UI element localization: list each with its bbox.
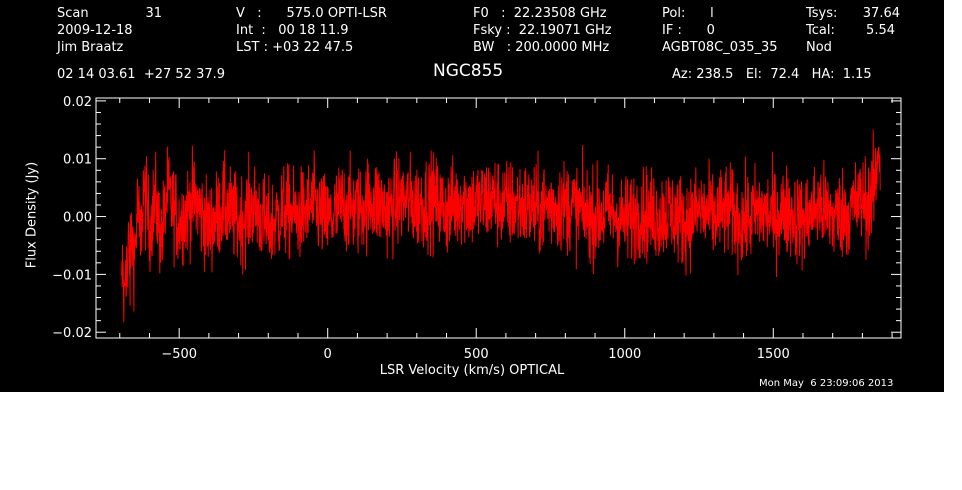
source-coordinates: 02 14 03.61 +27 52 37.9 — [57, 67, 226, 82]
scan-label: Scan — [57, 6, 89, 21]
y-tick-label: 0.02 — [63, 95, 92, 110]
tcal-value: 5.54 — [866, 23, 895, 38]
polarization-line: Pol: l — [662, 6, 714, 21]
plot-frame — [95, 97, 902, 339]
y-axis-label: Flux Density (Jy) — [24, 161, 40, 269]
y-tick-label: 0.00 — [63, 211, 92, 226]
y-tick-label: −0.02 — [52, 326, 92, 341]
pointing-info: Az: 238.5 El: 72.4 HA: 1.15 — [672, 67, 872, 82]
x-tick-label: −500 — [161, 347, 197, 362]
x-tick-label: 1500 — [757, 347, 790, 362]
render-timestamp: Mon May 6 23:09:06 2013 — [759, 378, 894, 389]
source-name: NGC855 — [433, 61, 504, 81]
tsys-label: Tsys: — [806, 6, 838, 21]
project-id: AGBT08C_035_35 — [662, 40, 778, 55]
tsys-value: 37.64 — [862, 6, 900, 21]
spectrum-trace — [120, 129, 881, 323]
y-tick-label: 0.01 — [63, 153, 92, 168]
x-tick-label: 1000 — [608, 347, 641, 362]
x-axis-label: LSR Velocity (km/s) OPTICAL — [379, 363, 565, 378]
lst-line: LST : +03 22 47.5 — [236, 40, 354, 55]
plot-panel: Scan 31 2009-12-18 Jim Braatz 02 14 03.6… — [0, 0, 944, 392]
y-tick-label: −0.01 — [52, 268, 92, 283]
if-line: IF : 0 — [662, 23, 715, 38]
tcal-label: Tcal: — [806, 23, 835, 38]
scan-value: 31 — [145, 6, 162, 21]
velocity-line: V : 575.0 OPTI-LSR — [236, 6, 387, 21]
observing-mode: Nod — [806, 40, 832, 55]
observer-name: Jim Braatz — [57, 40, 124, 55]
f0-line: F0 : 22.23508 GHz — [473, 6, 607, 21]
fsky-line: Fsky : 22.19071 GHz — [473, 23, 612, 38]
spectrum-chart: −500 0 500 1000 1500 −0.02 −0.01 0.00 0.01 0.02 — [52, 95, 902, 362]
bandwidth-line: BW : 200.0000 MHz — [473, 40, 610, 55]
x-tick-label: 500 — [464, 347, 489, 362]
obs-date: 2009-12-18 — [57, 23, 133, 38]
x-tick-label: 0 — [324, 347, 332, 362]
integration-line: Int : 00 18 11.9 — [236, 23, 349, 38]
